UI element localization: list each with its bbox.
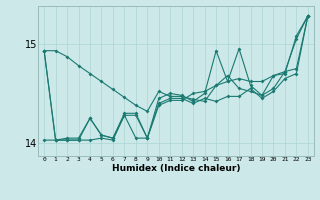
X-axis label: Humidex (Indice chaleur): Humidex (Indice chaleur)	[112, 164, 240, 173]
